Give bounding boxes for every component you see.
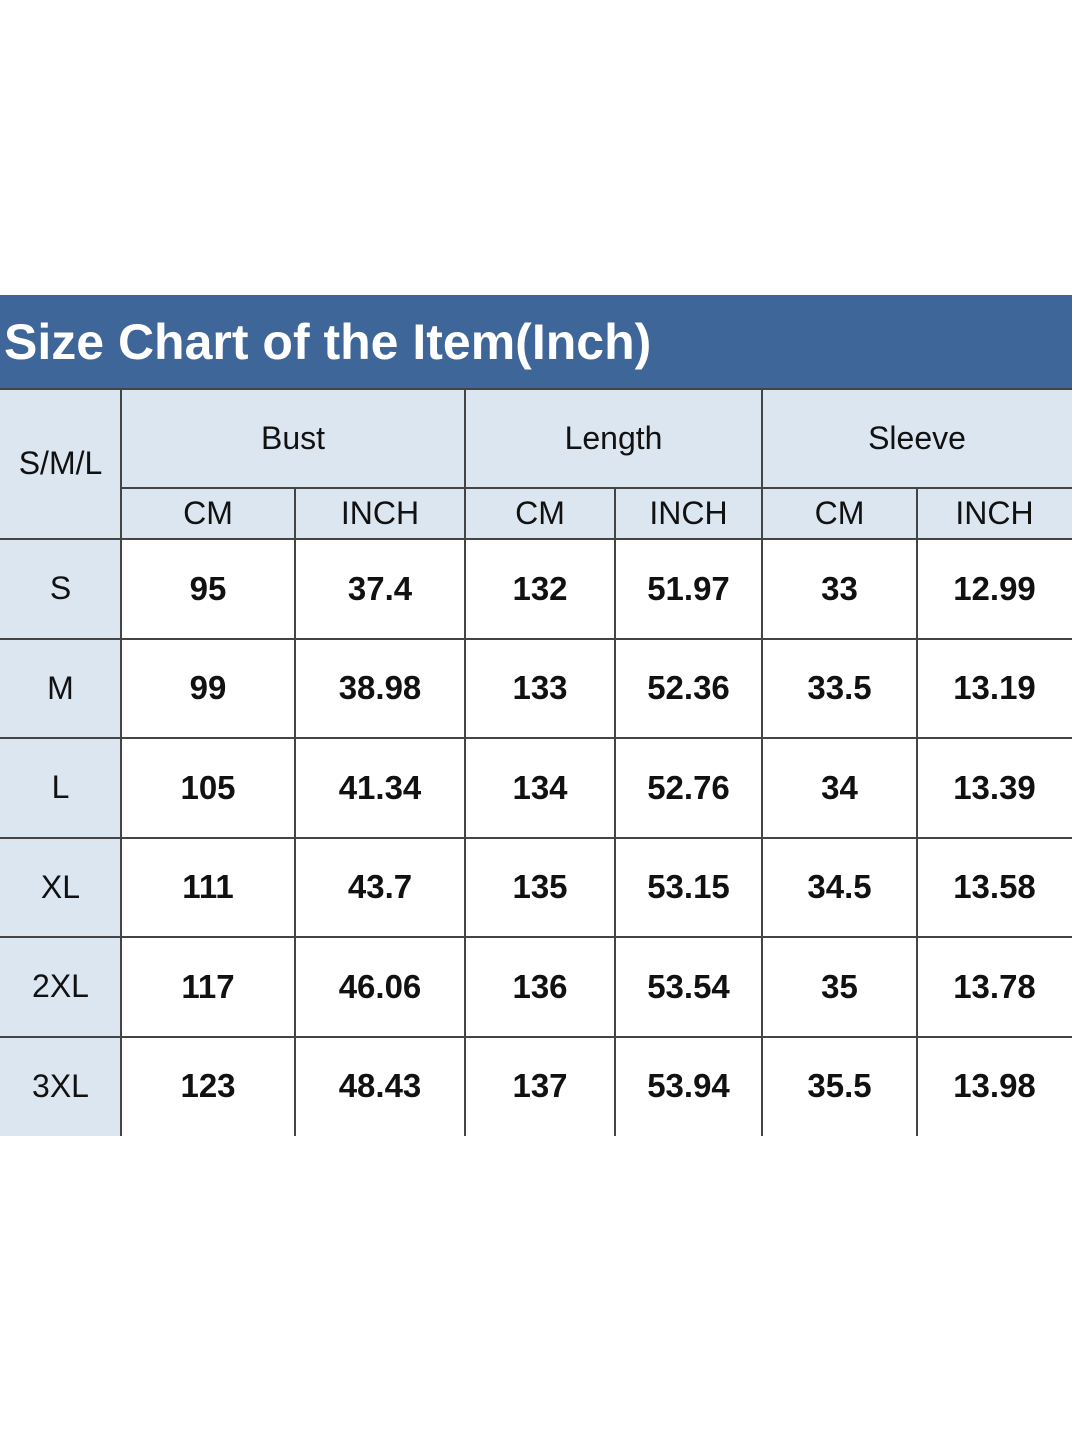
size-header: S/M/L — [0, 389, 121, 538]
grid-line — [121, 487, 1072, 489]
value-cell: 52.36 — [647, 669, 730, 707]
value-cell: 136 — [512, 967, 568, 1005]
unit-header: INCH — [615, 488, 762, 539]
value-cell: 52.76 — [647, 768, 730, 806]
value-cell: 51.97 — [647, 569, 730, 607]
grid-line — [0, 936, 1072, 938]
size-cell: XL — [0, 837, 121, 937]
grid-line — [0, 1035, 1072, 1038]
grid-line — [0, 737, 1072, 739]
value-cell: 38.98 — [338, 669, 422, 707]
value-cell: 46.06 — [338, 967, 422, 1005]
value-cell: 105 — [180, 768, 236, 806]
grid-line — [0, 836, 1072, 839]
value-cell: 95 — [189, 569, 227, 607]
value-cell: 133 — [512, 669, 568, 707]
group-header: Length — [465, 389, 762, 488]
value-cell: 111 — [182, 868, 234, 906]
value-cell: 132 — [512, 569, 568, 607]
value-cell: 41.34 — [338, 768, 422, 806]
unit-header: CM — [465, 488, 615, 539]
value-cell: 35 — [821, 967, 858, 1005]
size-cell: 3XL — [0, 1036, 121, 1136]
size-cell: M — [0, 638, 121, 738]
value-cell: 134 — [512, 768, 568, 806]
grid-line — [761, 389, 763, 1136]
value-cell: 48.43 — [338, 1067, 422, 1105]
value-cell: 13.78 — [953, 967, 1036, 1005]
unit-header: INCH — [917, 488, 1072, 539]
size-cell: L — [0, 738, 121, 838]
value-cell: 53.94 — [647, 1067, 730, 1105]
value-cell: 12.99 — [953, 569, 1036, 607]
value-cell: 33 — [821, 569, 858, 607]
table-title: Size Chart of the Item(Inch) — [0, 295, 1072, 388]
grid-line — [614, 488, 616, 1136]
value-cell: 34.5 — [807, 868, 872, 906]
grid-line — [464, 389, 466, 1136]
unit-header: CM — [121, 488, 295, 539]
value-cell: 53.15 — [647, 868, 730, 906]
group-header: Bust — [121, 389, 465, 488]
value-cell: 43.7 — [347, 868, 413, 906]
grid-line — [294, 488, 296, 1136]
grid-line — [0, 388, 1072, 390]
value-cell: 137 — [512, 1067, 568, 1105]
size-cell: 2XL — [0, 937, 121, 1037]
group-header: Sleeve — [762, 389, 1072, 488]
value-cell: 123 — [180, 1067, 236, 1105]
value-cell: 13.98 — [953, 1067, 1036, 1105]
value-cell: 135 — [512, 868, 568, 906]
grid-line — [0, 637, 1072, 640]
value-cell: 13.58 — [953, 868, 1036, 906]
value-cell: 117 — [181, 967, 235, 1005]
value-cell: 13.39 — [953, 768, 1036, 806]
value-cell: 99 — [189, 669, 227, 707]
value-cell: 34 — [821, 768, 858, 806]
size-cell: S — [0, 539, 121, 639]
unit-header: INCH — [295, 488, 465, 539]
grid-line — [916, 488, 918, 1136]
grid-line — [0, 538, 1072, 540]
grid-line — [120, 389, 122, 1136]
value-cell: 53.54 — [647, 967, 730, 1005]
value-cell: 33.5 — [807, 669, 872, 707]
value-cell: 13.19 — [953, 669, 1036, 707]
unit-header: CM — [762, 488, 917, 539]
value-cell: 35.5 — [807, 1067, 872, 1105]
value-cell: 37.4 — [347, 569, 413, 607]
